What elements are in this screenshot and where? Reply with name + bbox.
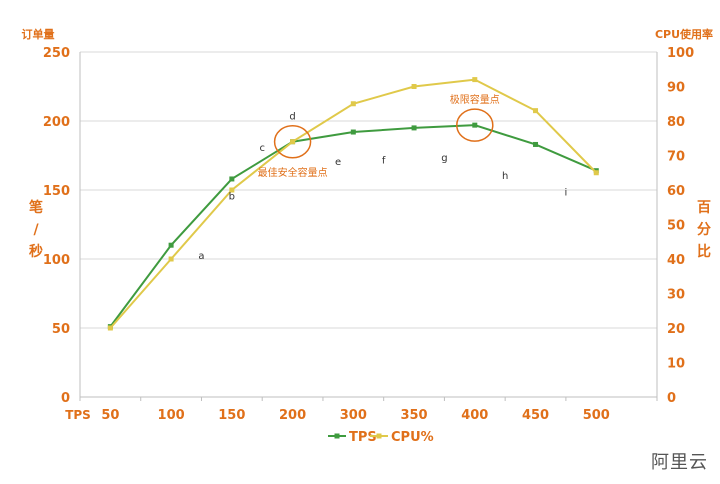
- data-point: [168, 256, 174, 262]
- data-point: [350, 101, 356, 107]
- left-axis-unit-char: 秒: [29, 243, 43, 260]
- series-line-tps: [109, 124, 597, 328]
- right-tick-label: 0: [667, 391, 676, 406]
- legend-marker: [376, 433, 382, 439]
- left-tick-label: 250: [43, 46, 70, 61]
- right-tick-label: 80: [667, 115, 685, 130]
- watermark-logo: 阿里云: [651, 452, 708, 473]
- data-point: [593, 170, 599, 176]
- left-tick-label: 150: [43, 184, 70, 199]
- x-axis-label: TPS: [65, 408, 91, 422]
- phase-label: b: [229, 192, 235, 203]
- right-axis-unit-char: 百: [697, 200, 711, 216]
- phase-label: g: [441, 153, 447, 164]
- phase-label: e: [335, 157, 341, 168]
- data-point: [533, 141, 539, 147]
- x-tick-label: 500: [583, 408, 610, 423]
- right-tick-label: 50: [667, 219, 685, 234]
- data-point: [472, 77, 478, 83]
- phase-label: d: [289, 111, 295, 122]
- right-tick-label: 40: [667, 253, 685, 268]
- left-axis-title: 订单量: [22, 27, 55, 41]
- data-point: [168, 242, 174, 248]
- data-point: [229, 176, 235, 182]
- x-tick-label: 450: [522, 408, 549, 423]
- data-point: [533, 108, 539, 114]
- right-tick-label: 90: [667, 81, 685, 96]
- right-tick-label: 100: [667, 46, 694, 61]
- legend-marker: [334, 433, 340, 439]
- right-axis-unit-char: 比: [697, 243, 711, 260]
- phase-label: f: [382, 156, 386, 167]
- x-tick-label: 300: [340, 408, 367, 423]
- data-point: [229, 187, 235, 193]
- right-tick-label: 70: [667, 150, 685, 165]
- phase-label: i: [565, 187, 568, 198]
- x-tick-label: 50: [101, 408, 119, 423]
- data-point: [290, 139, 296, 145]
- right-axis-unit-char: 分: [697, 222, 711, 238]
- phase-label: c: [259, 143, 265, 154]
- right-tick-label: 30: [667, 288, 685, 303]
- x-tick-label: 350: [400, 408, 427, 423]
- data-point: [350, 129, 356, 135]
- x-tick-label: 150: [218, 408, 245, 423]
- right-tick-label: 10: [667, 357, 685, 372]
- left-tick-label: 200: [43, 115, 70, 130]
- phase-label: h: [502, 171, 508, 182]
- data-point: [472, 122, 478, 128]
- right-tick-label: 60: [667, 184, 685, 199]
- left-tick-label: 50: [52, 322, 70, 337]
- data-point: [411, 125, 417, 131]
- x-tick-label: 200: [279, 408, 306, 423]
- right-tick-label: 20: [667, 322, 685, 337]
- x-tick-label: 400: [461, 408, 488, 423]
- data-point: [107, 325, 113, 331]
- annotation-label: 极限容量点: [450, 93, 500, 106]
- right-axis-title: CPU使用率: [655, 27, 713, 41]
- highlight-circle: [273, 124, 312, 159]
- legend-label: TPS: [349, 430, 377, 445]
- highlight-circle: [456, 108, 494, 142]
- left-axis-unit-char: 笔: [29, 199, 43, 216]
- series-line-cpu: [109, 78, 597, 329]
- left-axis-unit-char: /: [33, 222, 39, 238]
- legend-label: CPU%: [391, 430, 434, 445]
- x-tick-label: 100: [158, 408, 185, 423]
- left-tick-label: 100: [43, 253, 70, 268]
- phase-label: a: [198, 251, 204, 262]
- data-point: [411, 84, 417, 89]
- left-tick-label: 0: [61, 391, 70, 406]
- annotation-label: 最佳安全容量点: [258, 166, 328, 179]
